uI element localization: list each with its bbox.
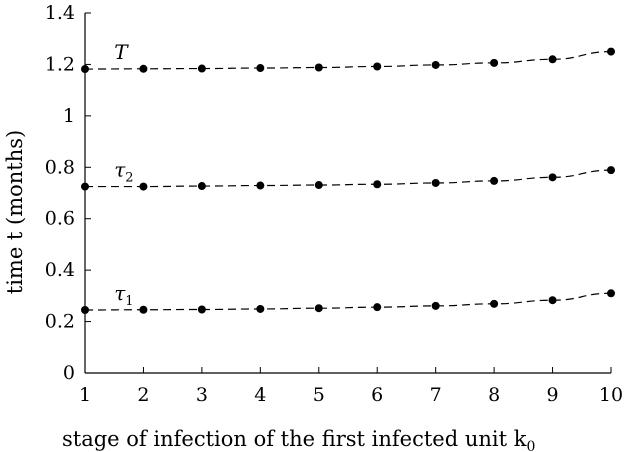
data-point: [81, 182, 89, 191]
y-tick-label: 0.6: [45, 208, 75, 230]
y-tick-label: 0.8: [45, 156, 75, 178]
data-point: [256, 64, 265, 73]
x-tick-label: 7: [430, 384, 442, 406]
x-tick-label: 8: [488, 384, 500, 406]
x-tick-label: 6: [371, 384, 383, 406]
x-axis-title-main: stage of infection of the first infected…: [62, 427, 527, 451]
series-line: [85, 169, 612, 188]
data-point: [373, 62, 382, 71]
x-tick-label: 5: [313, 384, 325, 406]
series-3: [81, 289, 615, 314]
x-tick-label: 2: [137, 384, 149, 406]
data-point: [548, 173, 557, 182]
data-point: [490, 176, 499, 185]
y-tick-label: 0.2: [45, 311, 75, 333]
data-point: [314, 181, 323, 190]
y-tick-label: 0.4: [45, 259, 75, 281]
data-point: [314, 304, 323, 313]
data-point: [607, 166, 615, 175]
data-point: [139, 64, 148, 73]
data-point: [490, 299, 499, 308]
x-axis-title: stage of infection of the first infected…: [62, 427, 535, 452]
data-point: [431, 60, 440, 69]
y-axis-title: time t (months): [3, 130, 27, 295]
series-label-main: τ: [114, 158, 126, 182]
x-tick-label: 4: [254, 384, 266, 406]
series-1: [81, 47, 615, 74]
data-point: [81, 65, 89, 74]
series-label-subscript: 2: [125, 171, 133, 186]
series-label: τ1: [114, 281, 133, 309]
data-point: [256, 181, 265, 190]
data-point: [607, 47, 615, 56]
series-line: [84, 292, 612, 311]
x-axis: 1 2 3 4 5 6 7 8 9 10: [79, 367, 623, 406]
series-label: T: [114, 40, 129, 64]
data-point: [314, 63, 323, 72]
x-tick-label: 10: [599, 384, 623, 406]
data-point: [139, 182, 148, 191]
data-point: [197, 64, 206, 73]
y-tick-label: 0: [63, 362, 75, 384]
x-axis-title-subscript: 0: [526, 439, 535, 452]
x-tick-label: 9: [547, 384, 559, 406]
data-point: [490, 58, 499, 67]
data-point: [373, 180, 382, 189]
series-layer: [81, 47, 615, 314]
series-line: [84, 50, 612, 70]
data-point: [197, 305, 206, 314]
y-tick-label: 1: [63, 105, 75, 127]
data-point: [197, 182, 206, 191]
y-tick-label: 1.2: [45, 53, 75, 75]
data-point: [431, 178, 440, 187]
data-point: [139, 305, 148, 314]
data-point: [548, 55, 557, 64]
series-label-subscript: 1: [125, 294, 133, 309]
data-point: [373, 303, 382, 312]
y-axis: 0 0.2 0.4 0.6 0.8 1 1.2 1.4: [45, 2, 91, 384]
series-label: τ2: [114, 158, 133, 186]
data-point: [256, 304, 265, 313]
data-point: [81, 306, 89, 314]
data-point: [607, 289, 615, 298]
data-point: [548, 296, 557, 305]
x-tick-label: 1: [79, 384, 91, 406]
x-tick-label: 3: [196, 384, 208, 406]
series-label-main: τ: [114, 281, 126, 305]
y-tick-label: 1.4: [45, 2, 75, 24]
series-2: [81, 166, 615, 191]
series-label-main: T: [114, 40, 129, 64]
data-point: [431, 301, 440, 310]
